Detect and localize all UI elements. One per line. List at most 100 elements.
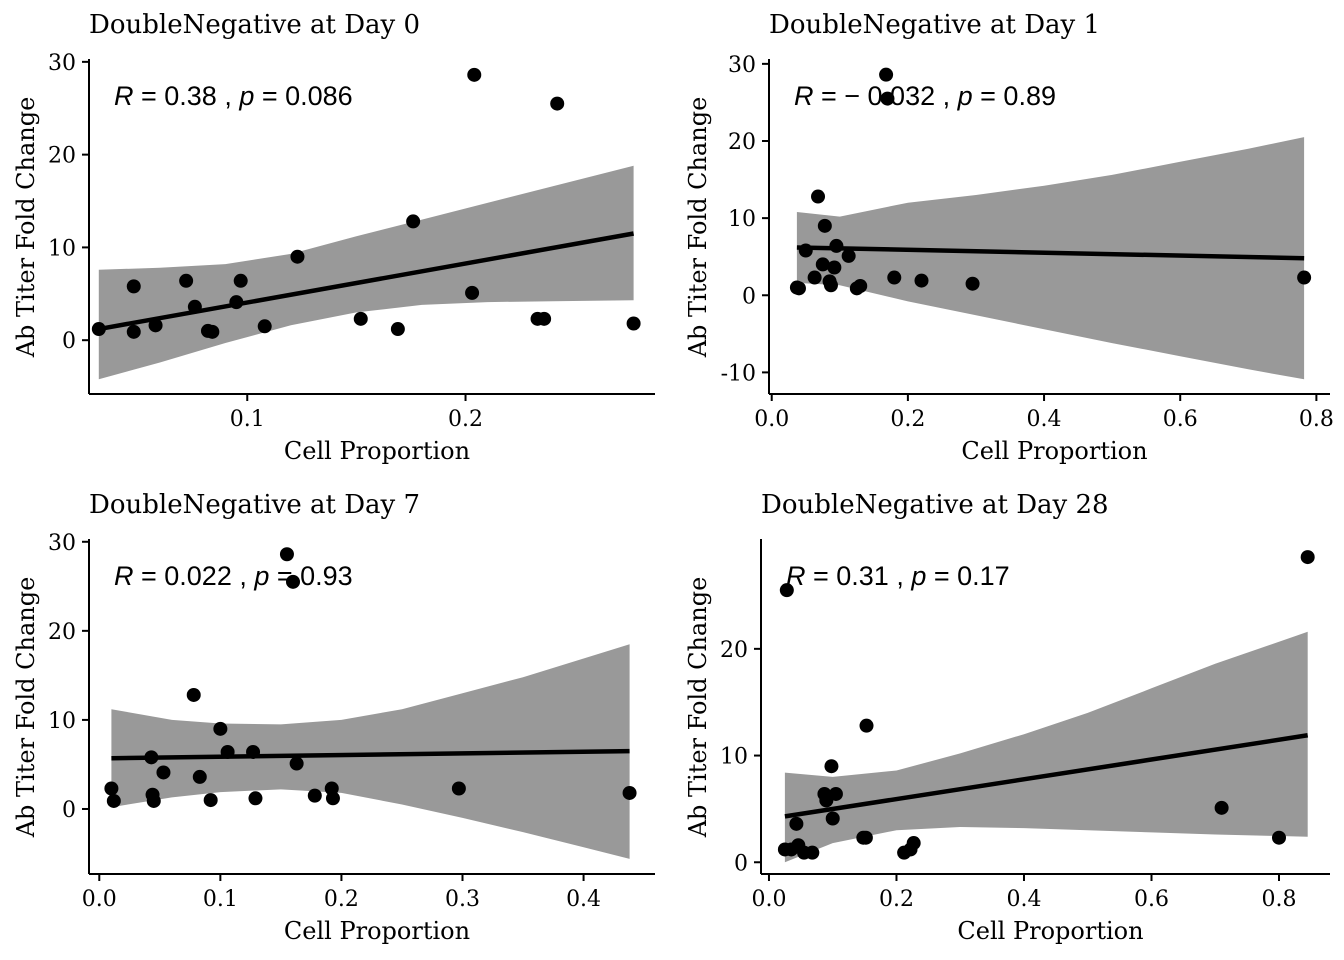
data-point xyxy=(829,238,844,253)
y-tick-label: -10 xyxy=(721,361,756,386)
data-point xyxy=(106,793,121,808)
data-point xyxy=(965,276,980,291)
data-point xyxy=(841,248,856,263)
data-point xyxy=(146,793,161,808)
data-point xyxy=(858,830,873,845)
data-point xyxy=(859,718,874,733)
x-tick-label: 0.2 xyxy=(448,407,483,432)
y-tick-label: 10 xyxy=(48,236,76,261)
y-tick-label: 20 xyxy=(728,130,756,155)
x-tick-label: 0.8 xyxy=(1261,887,1296,912)
correlation-annotation: R = − 0.032 , p = 0.89 xyxy=(794,81,1056,111)
annotation-value: = 0.086 xyxy=(254,81,352,111)
data-point xyxy=(1214,800,1229,815)
panel-title: DoubleNegative at Day 0 xyxy=(89,10,420,40)
data-point xyxy=(257,319,272,334)
x-tick-label: 0.2 xyxy=(324,887,359,912)
data-point xyxy=(406,214,421,229)
panel-title: DoubleNegative at Day 1 xyxy=(769,10,1100,40)
y-tick-label: 10 xyxy=(728,207,756,232)
data-point xyxy=(325,791,340,806)
annotation-value: = 0.022 , xyxy=(134,561,255,591)
annotation-symbol: R xyxy=(794,81,814,111)
data-point xyxy=(779,583,794,598)
x-axis-title: Cell Proportion xyxy=(961,437,1147,465)
data-point xyxy=(104,781,119,796)
data-point xyxy=(126,279,141,294)
annotation-value: = 0.38 , xyxy=(134,81,240,111)
y-tick-label: 0 xyxy=(62,798,76,823)
annotation-symbol: p xyxy=(253,561,269,591)
data-point xyxy=(220,744,235,759)
data-point xyxy=(353,311,368,326)
regression-line xyxy=(784,733,1309,819)
y-tick-label: 20 xyxy=(48,144,76,169)
confidence-band xyxy=(784,631,1308,863)
data-point xyxy=(1297,270,1312,285)
data-point xyxy=(825,811,840,826)
y-axis-title: Ab Titer Fold Change xyxy=(684,97,712,359)
y-tick-label: 10 xyxy=(720,745,748,770)
data-point xyxy=(279,547,294,562)
data-point xyxy=(789,816,804,831)
annotation-symbol: R xyxy=(114,81,134,111)
data-point xyxy=(1271,830,1286,845)
data-point xyxy=(914,273,929,288)
data-point xyxy=(91,322,106,337)
regression-line xyxy=(98,231,635,332)
y-tick-label: 0 xyxy=(734,851,748,876)
data-point xyxy=(205,324,220,339)
x-tick-label: 0.4 xyxy=(566,887,601,912)
annotation-value: = 0.89 xyxy=(973,81,1056,111)
data-point xyxy=(467,67,482,82)
correlation-annotation: R = 0.31 , p = 0.17 xyxy=(786,561,1010,591)
annotation-value: = 0.93 xyxy=(269,561,352,591)
data-point xyxy=(817,218,832,233)
data-point xyxy=(626,316,641,331)
data-point xyxy=(290,249,305,264)
x-tick-label: 0.4 xyxy=(1027,407,1062,432)
panel-title: DoubleNegative at Day 7 xyxy=(89,490,420,520)
data-point xyxy=(286,574,301,589)
data-point xyxy=(807,270,822,285)
data-point xyxy=(827,260,842,275)
x-tick-label: 0.3 xyxy=(445,887,480,912)
correlation-annotation: R = 0.38 , p = 0.086 xyxy=(114,81,353,111)
panel-day-1: 0.0 0.2 0.4 0.6 0.8 -10 0 10 20 30 DoubleNegative … xyxy=(684,10,1334,465)
data-point xyxy=(187,299,202,314)
data-point xyxy=(853,279,868,294)
data-point xyxy=(186,687,201,702)
data-point xyxy=(246,744,261,759)
confidence-band xyxy=(796,137,1305,380)
y-axis-title: Ab Titer Fold Change xyxy=(12,577,40,839)
data-point xyxy=(144,750,159,765)
x-tick-label: 0.0 xyxy=(82,887,117,912)
annotation-value: = 0.17 xyxy=(926,561,1009,591)
data-point xyxy=(229,295,244,310)
data-point xyxy=(248,791,263,806)
x-axis-title: Cell Proportion xyxy=(284,437,470,465)
x-tick-label: 0.8 xyxy=(1299,407,1334,432)
data-point xyxy=(805,845,820,860)
x-tick-label: 0.6 xyxy=(1163,407,1198,432)
x-axis-title: Cell Proportion xyxy=(957,917,1143,945)
confidence-band xyxy=(111,644,630,859)
panel-day-0: 0.1 0.2 0 10 20 30 DoubleNegative at Day 0 Cell… xyxy=(12,10,655,465)
data-point xyxy=(824,759,839,774)
y-tick-label: 0 xyxy=(62,329,76,354)
y-tick-label: 30 xyxy=(48,531,76,556)
annotation-symbol: R xyxy=(114,561,134,591)
annotation-symbol: p xyxy=(957,81,973,111)
data-point xyxy=(811,189,826,204)
panel-day-7: 0.0 0.1 0.2 0.3 0.4 0 10 20 30 DoubleNegative at … xyxy=(12,490,655,945)
regression-line xyxy=(111,748,630,761)
y-tick-label: 20 xyxy=(720,638,748,663)
y-axis-title: Ab Titer Fold Change xyxy=(684,577,712,839)
data-point xyxy=(289,756,304,771)
x-tick-label: 0.2 xyxy=(890,407,925,432)
data-point xyxy=(879,67,894,82)
data-point xyxy=(906,836,921,851)
data-point xyxy=(233,273,248,288)
x-tick-label: 0.1 xyxy=(230,407,265,432)
